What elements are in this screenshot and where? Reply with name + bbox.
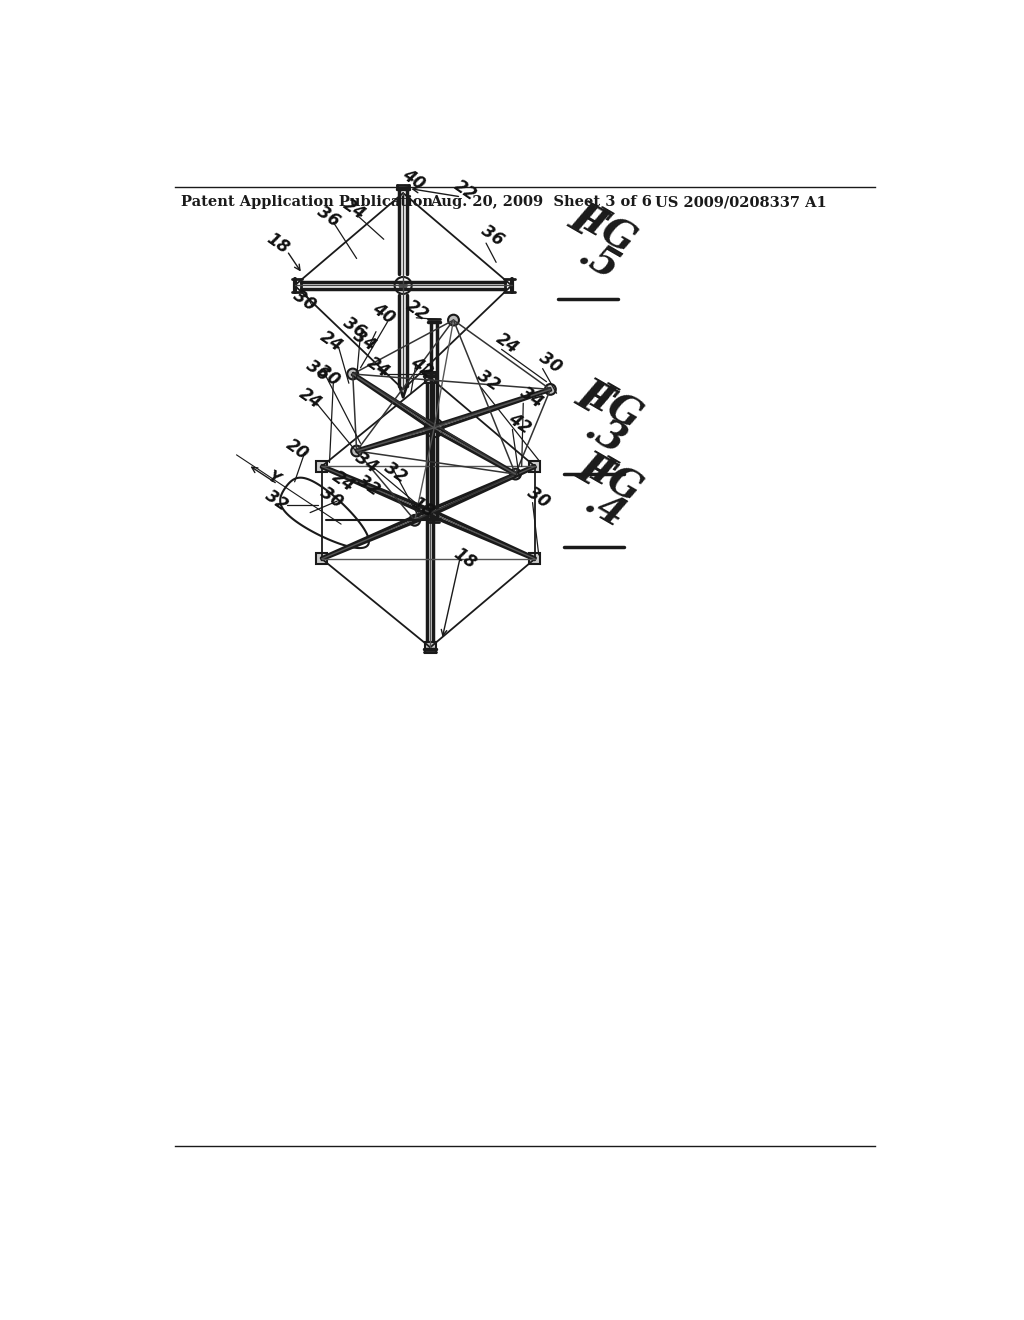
Circle shape (351, 446, 362, 457)
Text: F: F (562, 195, 611, 248)
Text: 30: 30 (290, 286, 319, 315)
Text: 30: 30 (536, 348, 565, 376)
Bar (529, 553, 541, 564)
Text: 32: 32 (474, 366, 503, 395)
Text: 22: 22 (402, 296, 432, 325)
Bar (425, 372, 435, 383)
Circle shape (399, 281, 407, 289)
Circle shape (347, 368, 358, 379)
Text: 36: 36 (313, 202, 343, 230)
Text: .4: .4 (578, 483, 632, 536)
Text: 24: 24 (316, 327, 346, 355)
Text: 34: 34 (516, 383, 546, 411)
Text: 24: 24 (296, 384, 325, 413)
Text: 24: 24 (364, 354, 393, 381)
Text: IG: IG (586, 451, 649, 511)
Text: 18: 18 (408, 494, 437, 521)
Text: 40: 40 (369, 300, 398, 327)
Text: 30: 30 (313, 362, 343, 389)
Text: 30: 30 (316, 483, 346, 511)
Text: 24: 24 (329, 467, 358, 496)
Text: .3: .3 (578, 409, 632, 463)
Text: 32: 32 (353, 471, 383, 500)
Text: IG: IG (579, 202, 642, 261)
Text: Aug. 20, 2009  Sheet 3 of 6: Aug. 20, 2009 Sheet 3 of 6 (430, 195, 652, 210)
Circle shape (449, 314, 459, 326)
Text: 24: 24 (340, 195, 369, 224)
Text: US 2009/0208337 A1: US 2009/0208337 A1 (655, 195, 826, 210)
Text: 32: 32 (262, 487, 292, 515)
Bar (425, 642, 435, 653)
Text: 22: 22 (451, 177, 480, 205)
Text: 32: 32 (381, 458, 410, 487)
Text: IG: IG (586, 379, 649, 437)
Text: 30: 30 (524, 483, 553, 511)
Text: Patent Application Publication: Patent Application Publication (180, 195, 433, 210)
Text: Y: Y (264, 469, 282, 487)
Text: 18: 18 (451, 545, 480, 573)
Text: F: F (568, 445, 617, 499)
Text: 36: 36 (340, 314, 369, 342)
Text: 42: 42 (505, 411, 535, 438)
Text: 20: 20 (283, 436, 311, 463)
Text: .5: .5 (571, 234, 626, 288)
Text: 34: 34 (349, 327, 379, 355)
Bar (316, 461, 328, 471)
Bar (316, 553, 328, 564)
Circle shape (426, 508, 434, 516)
Text: 36: 36 (477, 222, 507, 249)
Circle shape (430, 424, 438, 432)
Circle shape (410, 515, 420, 525)
Text: 24: 24 (494, 329, 522, 358)
Circle shape (545, 384, 556, 395)
Text: 36: 36 (303, 356, 333, 384)
Bar (529, 461, 541, 471)
Text: 42: 42 (407, 354, 435, 381)
Text: 34: 34 (352, 449, 381, 477)
Text: 18: 18 (263, 230, 292, 257)
Circle shape (510, 469, 521, 479)
Text: F: F (568, 372, 617, 425)
Text: 40: 40 (398, 165, 428, 193)
